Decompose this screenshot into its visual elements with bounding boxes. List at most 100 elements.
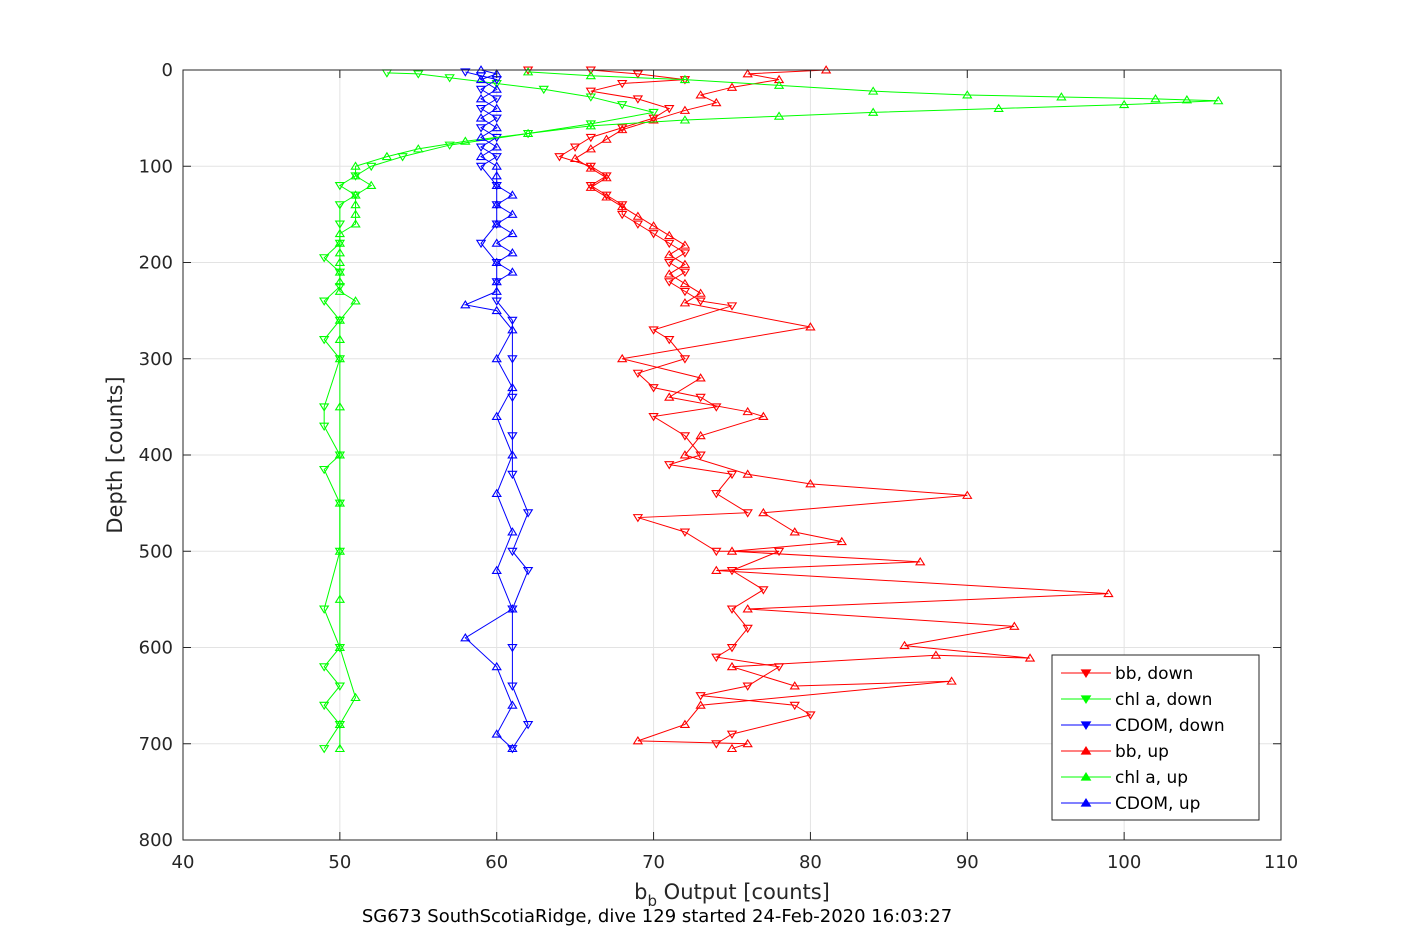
data-point-bb-down (773, 547, 785, 557)
data-point-chl-a-up (867, 86, 879, 95)
data-point-cdom-down (475, 143, 487, 152)
data-point-bb-up (711, 97, 722, 107)
data-point-bb-up (569, 153, 581, 163)
x-tick-label: 40 (172, 852, 195, 873)
data-point-bb-up (617, 201, 628, 211)
chart-subtitle: SG673 SouthScotiaRidge, dive 129 started… (362, 906, 952, 927)
data-point-cdom-down (507, 432, 518, 441)
data-point-chl-a-up (381, 151, 393, 161)
series-bb-up (569, 65, 1114, 753)
series-line-chl-a-down (323, 72, 654, 749)
x-tick-label: 80 (799, 852, 822, 873)
data-point-chl-a-up (334, 353, 346, 363)
y-tick-label: 400 (139, 445, 173, 466)
data-point-bb-up (742, 469, 753, 478)
data-point-chl-a-down (334, 220, 346, 229)
data-point-chl-a-up (679, 74, 691, 84)
data-point-cdom-up (475, 113, 487, 122)
data-point-cdom-up (491, 238, 502, 247)
data-point-cdom-up (491, 171, 502, 180)
data-point-bb-down (742, 509, 753, 518)
data-point-cdom-up (491, 199, 502, 209)
y-axis-label: Depth [counts] (103, 376, 127, 533)
data-point-chl-a-down (491, 79, 502, 89)
data-point-cdom-up (491, 180, 502, 189)
data-point-bb-down (679, 249, 691, 258)
data-point-bb-up (726, 743, 738, 753)
data-point-bb-up (617, 353, 628, 363)
data-point-chl-a-down (334, 182, 346, 191)
data-point-bb-down (758, 586, 769, 595)
y-tick-label: 300 (139, 349, 173, 370)
data-point-cdom-down (507, 393, 518, 403)
data-point-chl-a-up (350, 171, 361, 180)
x-axis-label-rest: Output [counts] (657, 880, 830, 904)
data-point-chl-a-up (1150, 94, 1161, 103)
data-point-chl-a-up (522, 67, 534, 76)
data-point-bb-up (679, 240, 691, 249)
data-point-cdom-up (491, 142, 502, 151)
x-tick-label: 90 (956, 852, 979, 873)
data-point-bb-down (679, 528, 691, 537)
data-point-bb-down (632, 514, 644, 523)
y-tick-label: 0 (162, 60, 173, 81)
data-point-chl-a-up (350, 296, 361, 305)
data-point-chl-a-up (334, 315, 346, 324)
data-point-chl-a-down (334, 682, 346, 691)
data-point-cdom-down (507, 682, 518, 691)
data-point-chl-a-up (334, 594, 346, 603)
data-point-chl-a-up (585, 70, 597, 80)
data-point-cdom-up (491, 411, 502, 420)
data-point-bb-down (679, 287, 691, 297)
data-point-bb-down (585, 133, 597, 143)
x-tick-label: 110 (1264, 852, 1298, 873)
x-tick-label: 50 (328, 852, 351, 873)
legend-marker-bb-down (1080, 669, 1092, 678)
data-point-bb-up (758, 507, 769, 517)
legend-entry-bb-down: bb, down (1115, 664, 1193, 684)
data-point-chl-a-down (648, 108, 659, 118)
data-point-bb-up (601, 134, 612, 143)
data-point-cdom-down (507, 644, 518, 653)
data-point-chl-a-up (1213, 95, 1224, 105)
data-point-bb-up (1103, 588, 1114, 598)
data-point-chl-a-up (350, 190, 361, 199)
data-point-cdom-down (491, 297, 502, 306)
data-point-bb-up (664, 269, 675, 278)
data-point-cdom-up (460, 633, 471, 642)
data-point-bb-down (632, 95, 644, 104)
data-point-cdom-up (491, 353, 502, 363)
legend-entry-bb-up: bb, up (1115, 742, 1169, 762)
data-point-chl-a-down (318, 745, 330, 754)
data-point-chl-a-up (334, 228, 346, 238)
data-point-bb-up (962, 490, 973, 499)
data-point-bb-up (1024, 653, 1036, 662)
data-point-cdom-down (491, 95, 502, 104)
data-point-cdom-up (507, 228, 518, 238)
data-point-bb-up (742, 738, 753, 748)
x-tick-label: 100 (1107, 852, 1141, 873)
data-point-bb-down (617, 124, 628, 133)
data-point-chl-a-down (617, 101, 628, 110)
legend-entry-chl-a-up: chl a, up (1115, 768, 1188, 788)
data-point-chl-a-up (334, 498, 346, 507)
y-tick-label: 600 (139, 638, 173, 659)
data-point-bb-down (648, 413, 659, 422)
data-point-bb-down (711, 653, 722, 662)
data-point-chl-a-up (993, 103, 1004, 112)
data-point-bb-down (664, 105, 675, 114)
data-point-chl-a-down (366, 162, 377, 172)
data-point-cdom-up (507, 604, 518, 613)
data-point-chl-a-up (334, 248, 346, 257)
data-point-chl-a-up (962, 90, 973, 99)
data-point-bb-up (679, 259, 691, 268)
data-point-cdom-up (491, 161, 502, 170)
data-point-cdom-up (507, 190, 518, 199)
data-point-bb-up (664, 249, 675, 259)
data-point-cdom-down (475, 105, 487, 114)
data-point-chl-a-up (334, 450, 346, 459)
y-tick-label: 200 (139, 253, 173, 274)
data-point-bb-up (585, 182, 597, 191)
data-point-bb-up (679, 105, 691, 114)
